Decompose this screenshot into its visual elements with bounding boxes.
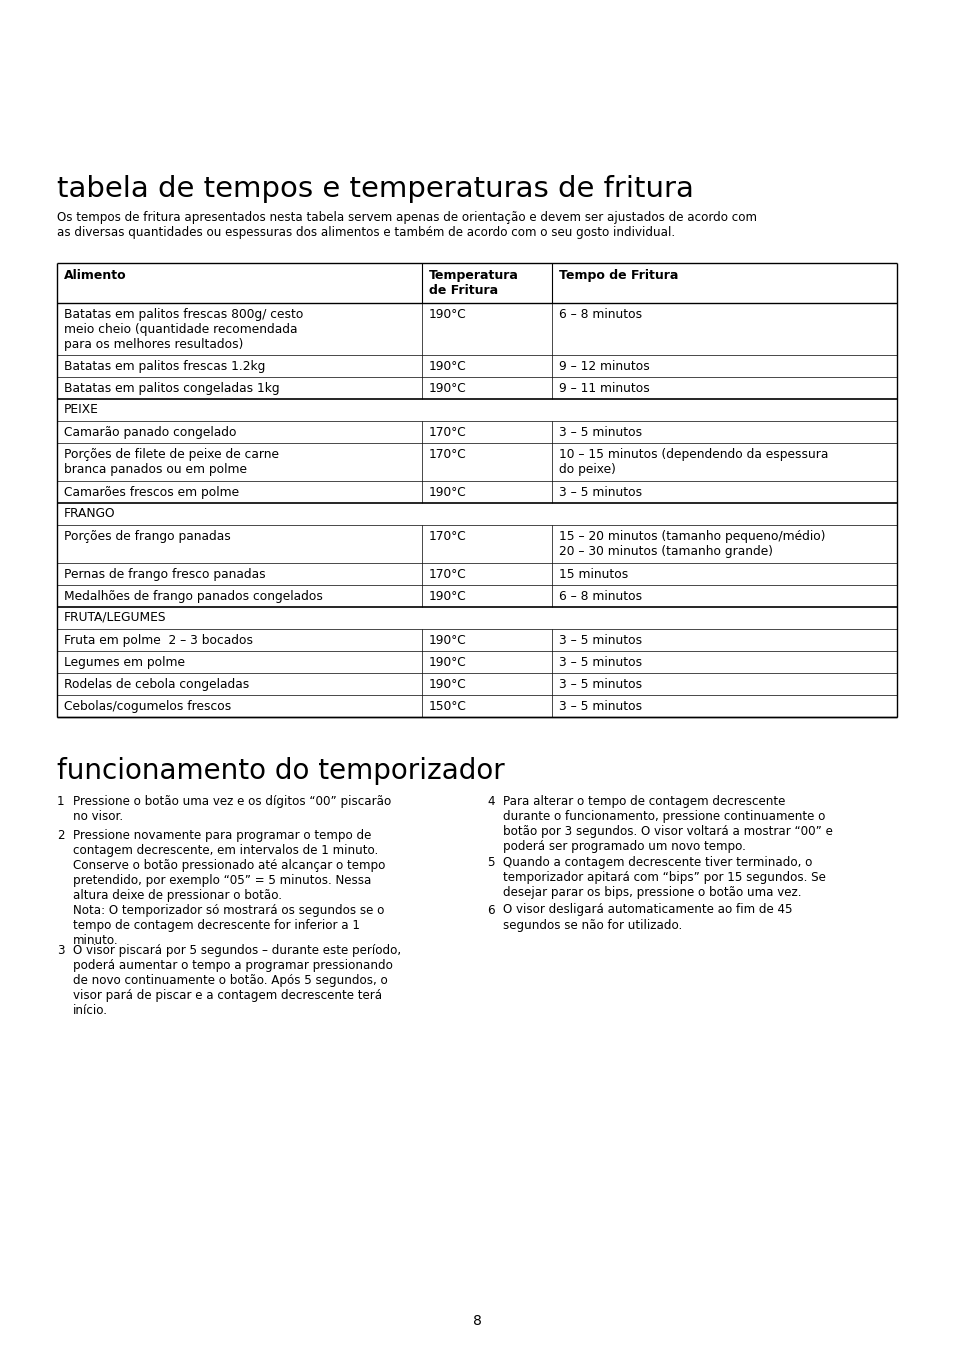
Text: Medalhões de frango panados congelados: Medalhões de frango panados congelados: [64, 589, 322, 603]
Text: 6 – 8 minutos: 6 – 8 minutos: [558, 308, 641, 320]
Text: O visor piscará por 5 segundos – durante este período,
poderá aumentar o tempo a: O visor piscará por 5 segundos – durante…: [73, 944, 400, 1017]
Text: 3 – 5 minutos: 3 – 5 minutos: [558, 677, 641, 691]
Text: Porções de filete de peixe de carne
branca panados ou em polme: Porções de filete de peixe de carne bran…: [64, 448, 278, 476]
Text: Tempo de Fritura: Tempo de Fritura: [558, 269, 678, 283]
Text: Os tempos de fritura apresentados nesta tabela servem apenas de orientação e dev: Os tempos de fritura apresentados nesta …: [57, 211, 757, 239]
Text: 4: 4: [486, 795, 494, 808]
Text: Porções de frango panadas: Porções de frango panadas: [64, 530, 231, 544]
Text: 6 – 8 minutos: 6 – 8 minutos: [558, 589, 641, 603]
Text: 170°C: 170°C: [429, 568, 466, 581]
Text: Camarões frescos em polme: Camarões frescos em polme: [64, 485, 239, 499]
Text: 3 – 5 minutos: 3 – 5 minutos: [558, 656, 641, 669]
Text: 15 minutos: 15 minutos: [558, 568, 628, 581]
Text: Pressione o botão uma vez e os dígitos “00” piscarão
no visor.: Pressione o botão uma vez e os dígitos “…: [73, 795, 391, 823]
Text: O visor desligará automaticamente ao fim de 45
segundos se não for utilizado.: O visor desligará automaticamente ao fim…: [502, 903, 792, 932]
Text: Para alterar o tempo de contagem decrescente
durante o funcionamento, pressione : Para alterar o tempo de contagem decresc…: [502, 795, 832, 853]
Text: 170°C: 170°C: [429, 530, 466, 544]
Text: 3: 3: [57, 944, 65, 957]
Text: 190°C: 190°C: [429, 589, 466, 603]
Text: Temperatura
de Fritura: Temperatura de Fritura: [429, 269, 518, 297]
Text: 9 – 11 minutos: 9 – 11 minutos: [558, 383, 649, 395]
Text: PEIXE: PEIXE: [64, 403, 99, 416]
Text: 3 – 5 minutos: 3 – 5 minutos: [558, 634, 641, 648]
Text: 15 – 20 minutos (tamanho pequeno/médio)
20 – 30 minutos (tamanho grande): 15 – 20 minutos (tamanho pequeno/médio) …: [558, 530, 824, 558]
Text: FRANGO: FRANGO: [64, 507, 115, 521]
Text: 8: 8: [472, 1314, 481, 1328]
Text: 190°C: 190°C: [429, 634, 466, 648]
Text: Batatas em palitos frescas 1.2kg: Batatas em palitos frescas 1.2kg: [64, 360, 265, 373]
Text: FRUTA/LEGUMES: FRUTA/LEGUMES: [64, 611, 167, 625]
Text: 1: 1: [57, 795, 65, 808]
Text: Batatas em palitos congeladas 1kg: Batatas em palitos congeladas 1kg: [64, 383, 279, 395]
Text: Fruta em polme  2 – 3 bocados: Fruta em polme 2 – 3 bocados: [64, 634, 253, 648]
Text: Alimento: Alimento: [64, 269, 127, 283]
Text: Rodelas de cebola congeladas: Rodelas de cebola congeladas: [64, 677, 249, 691]
Text: Batatas em palitos frescas 800g/ cesto
meio cheio (quantidade recomendada
para o: Batatas em palitos frescas 800g/ cesto m…: [64, 308, 303, 352]
Text: 2: 2: [57, 829, 65, 842]
Text: 6: 6: [486, 903, 494, 917]
Text: Cebolas/cogumelos frescos: Cebolas/cogumelos frescos: [64, 700, 231, 713]
Text: 3 – 5 minutos: 3 – 5 minutos: [558, 426, 641, 439]
Text: 9 – 12 minutos: 9 – 12 minutos: [558, 360, 649, 373]
Text: Camarão panado congelado: Camarão panado congelado: [64, 426, 236, 439]
Text: 170°C: 170°C: [429, 448, 466, 461]
Text: Pernas de frango fresco panadas: Pernas de frango fresco panadas: [64, 568, 265, 581]
Text: Pressione novamente para programar o tempo de
contagem decrescente, em intervalo: Pressione novamente para programar o tem…: [73, 829, 385, 946]
Text: 170°C: 170°C: [429, 426, 466, 439]
Text: 190°C: 190°C: [429, 360, 466, 373]
Text: 190°C: 190°C: [429, 656, 466, 669]
Text: 3 – 5 minutos: 3 – 5 minutos: [558, 485, 641, 499]
Text: 5: 5: [486, 856, 494, 869]
Text: Legumes em polme: Legumes em polme: [64, 656, 185, 669]
Text: 150°C: 150°C: [429, 700, 466, 713]
Text: Quando a contagem decrescente tiver terminado, o
temporizador apitará com “bips”: Quando a contagem decrescente tiver term…: [502, 856, 825, 899]
Text: 190°C: 190°C: [429, 383, 466, 395]
Text: 190°C: 190°C: [429, 677, 466, 691]
Text: 190°C: 190°C: [429, 308, 466, 320]
Text: 3 – 5 minutos: 3 – 5 minutos: [558, 700, 641, 713]
Text: 190°C: 190°C: [429, 485, 466, 499]
Text: funcionamento do temporizador: funcionamento do temporizador: [57, 757, 504, 786]
Text: tabela de tempos e temperaturas de fritura: tabela de tempos e temperaturas de fritu…: [57, 174, 693, 203]
Text: 10 – 15 minutos (dependendo da espessura
do peixe): 10 – 15 minutos (dependendo da espessura…: [558, 448, 827, 476]
